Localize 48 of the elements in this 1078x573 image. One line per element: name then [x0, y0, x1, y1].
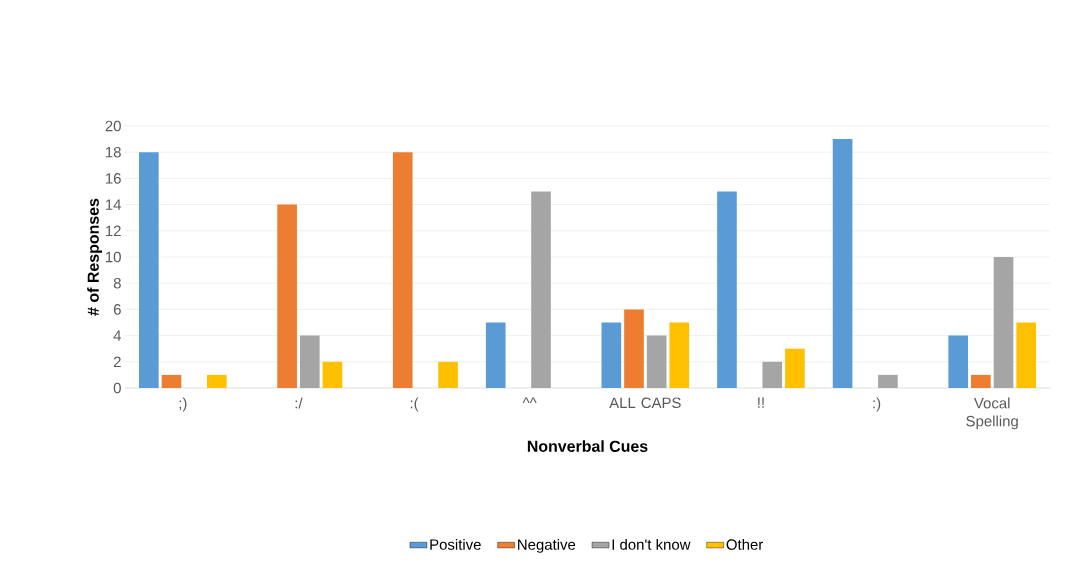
bar — [948, 335, 969, 388]
y-tick-label: 10 — [106, 251, 121, 263]
y-tick-label: 4 — [113, 330, 122, 341]
bar — [531, 191, 551, 388]
bar — [669, 322, 690, 388]
bar — [762, 361, 783, 388]
y-tick-label: 16 — [106, 173, 121, 184]
x-axis-title: Nonverbal Cues — [527, 440, 648, 452]
bar — [624, 309, 644, 388]
x-tick-label: !! — [758, 397, 764, 408]
bar — [206, 374, 227, 388]
bar — [1016, 322, 1037, 388]
bar — [832, 139, 853, 388]
bar — [785, 348, 805, 388]
x-tick-label: ALL CAPS — [609, 397, 681, 409]
bar — [161, 374, 182, 388]
bar — [971, 374, 991, 388]
y-axis-title: # of Responses — [87, 198, 103, 316]
bar — [277, 204, 297, 388]
x-tick-label: :) — [873, 397, 881, 412]
y-tick-label: 0 — [113, 382, 121, 394]
x-tick-label: :/ — [295, 397, 303, 409]
y-tick-label: 14 — [106, 199, 122, 210]
bar — [392, 152, 413, 388]
bar — [601, 322, 622, 388]
x-tick-label: Vocal Spelling — [966, 397, 1018, 430]
y-tick-label: 18 — [106, 146, 121, 158]
bar — [646, 335, 667, 388]
bar — [322, 361, 343, 388]
legend-label: Positive — [430, 538, 481, 550]
y-tick-label: 6 — [113, 304, 121, 315]
x-tick-label: ^^ — [522, 397, 537, 403]
y-tick-label: 2 — [113, 356, 121, 368]
legend-label: Negative — [518, 538, 576, 553]
bar — [993, 257, 1014, 388]
y-tick-label: 12 — [106, 225, 121, 237]
bar — [485, 322, 506, 388]
legend-label: Other — [726, 538, 764, 550]
legend-label: I don't know — [612, 538, 691, 550]
bar — [438, 361, 458, 388]
x-tick-label: :( — [410, 397, 419, 412]
y-tick-label: 8 — [113, 277, 121, 289]
y-tick-label: 20 — [105, 120, 121, 132]
bar — [139, 152, 159, 388]
bar — [878, 374, 898, 388]
x-tick-label: ;) — [179, 397, 187, 412]
bar — [717, 191, 737, 388]
bar — [299, 335, 320, 388]
